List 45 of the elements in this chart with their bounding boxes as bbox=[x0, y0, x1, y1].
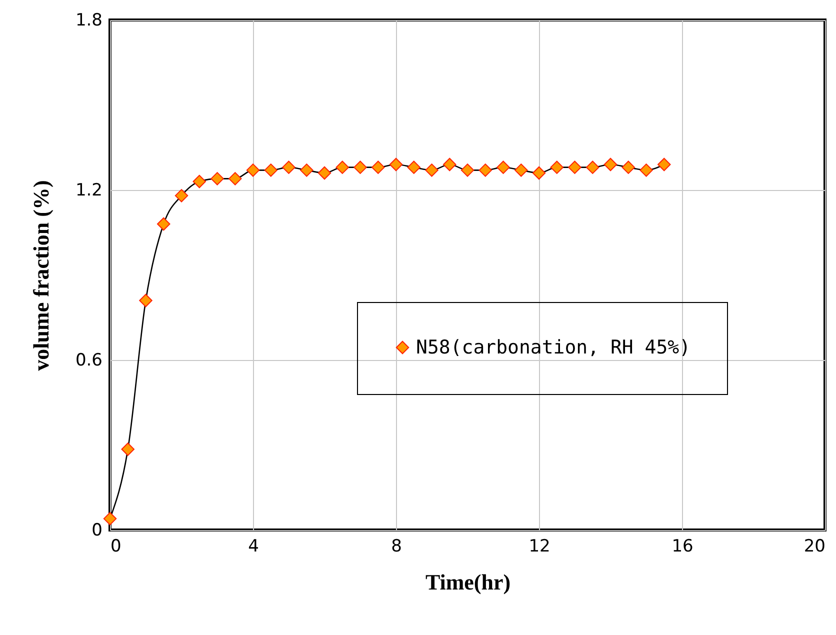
point bbox=[407, 160, 420, 174]
x-tick-label: 20 bbox=[804, 536, 826, 556]
point bbox=[354, 160, 367, 174]
x-axis-title: Time(hr) bbox=[425, 570, 511, 594]
y-tick-label: 0 bbox=[92, 520, 102, 540]
point bbox=[550, 160, 564, 174]
point bbox=[174, 189, 188, 202]
point bbox=[372, 160, 385, 174]
point bbox=[336, 160, 349, 174]
point bbox=[121, 442, 134, 456]
y-axis-title: volume fraction (%) bbox=[28, 180, 54, 371]
point bbox=[425, 164, 438, 177]
x-tick-label: 0 bbox=[110, 536, 122, 556]
y-tick-label: 0.6 bbox=[75, 350, 102, 370]
x-tick-label: 8 bbox=[391, 536, 402, 556]
point bbox=[640, 164, 653, 177]
point bbox=[139, 294, 152, 308]
x-tick-label: 16 bbox=[672, 536, 694, 556]
point bbox=[443, 158, 456, 172]
point bbox=[586, 160, 600, 174]
point bbox=[478, 164, 492, 177]
point bbox=[210, 172, 224, 186]
point bbox=[318, 166, 332, 180]
legend-label: N58(carbonation, RH 45%) bbox=[416, 336, 691, 358]
point bbox=[622, 160, 635, 174]
point bbox=[103, 512, 117, 526]
point bbox=[604, 158, 618, 172]
x-tick-label: 12 bbox=[528, 536, 550, 556]
point bbox=[460, 164, 474, 177]
point bbox=[264, 164, 278, 177]
point bbox=[658, 158, 671, 172]
point bbox=[496, 160, 510, 174]
point bbox=[532, 166, 546, 180]
point bbox=[228, 172, 242, 186]
y-tick-label: 1.2 bbox=[75, 180, 102, 200]
point bbox=[157, 217, 170, 231]
point bbox=[192, 174, 206, 188]
point bbox=[282, 160, 296, 174]
point bbox=[246, 164, 260, 177]
x-tick-label: 4 bbox=[248, 536, 259, 556]
point bbox=[568, 160, 582, 174]
point bbox=[389, 158, 403, 172]
y-tick-label: 1.8 bbox=[75, 10, 102, 30]
point bbox=[300, 164, 314, 177]
point bbox=[514, 164, 528, 177]
